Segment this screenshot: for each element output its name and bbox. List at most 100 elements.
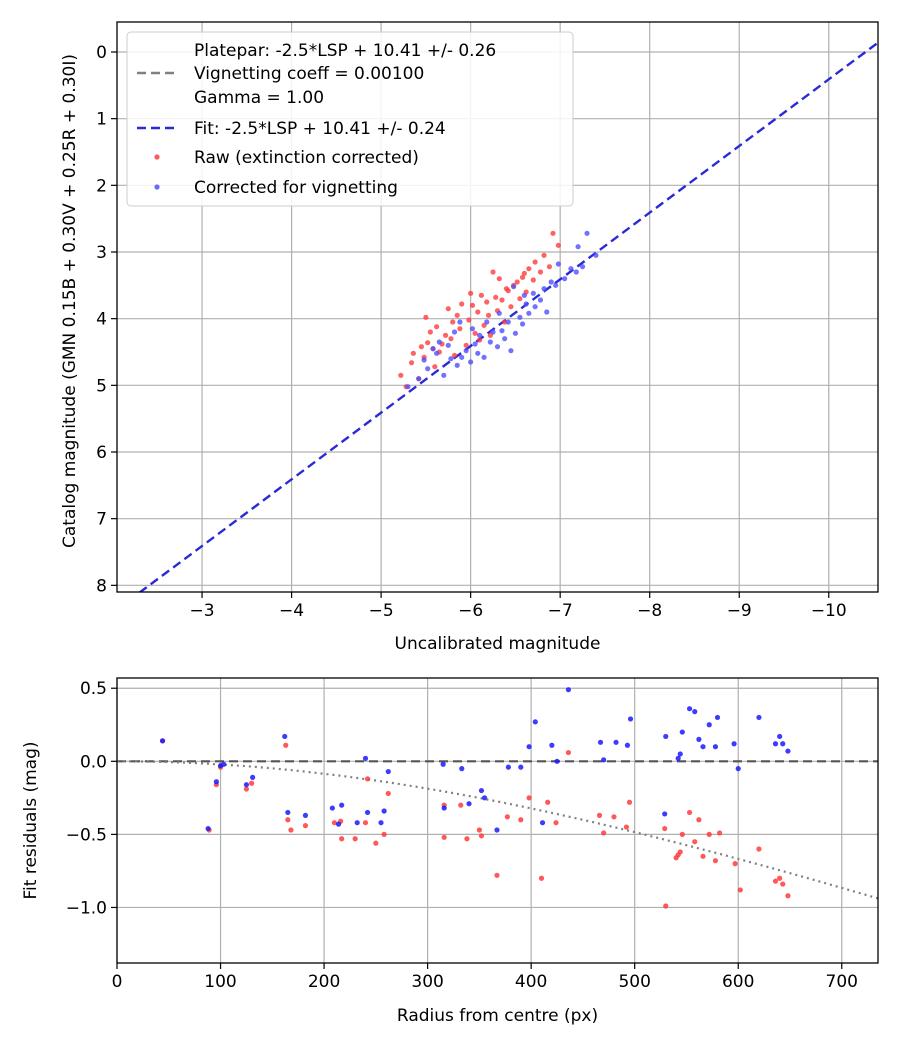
data-point bbox=[213, 779, 219, 785]
data-point bbox=[596, 812, 603, 818]
data-point bbox=[339, 836, 345, 842]
grid-lines bbox=[116, 678, 878, 963]
data-point bbox=[496, 310, 502, 316]
data-point bbox=[499, 297, 505, 303]
data-point bbox=[584, 230, 590, 236]
plot-frame bbox=[116, 21, 879, 593]
data-point bbox=[593, 252, 599, 258]
data-point bbox=[472, 341, 478, 347]
data-point bbox=[463, 348, 469, 354]
data-point bbox=[663, 733, 669, 740]
data-point bbox=[484, 299, 490, 305]
data-point bbox=[532, 259, 538, 265]
data-point bbox=[521, 292, 527, 298]
data-point bbox=[503, 286, 510, 292]
legend-entry: Raw (extinction corrected) bbox=[194, 148, 419, 168]
y-tick-label: 0 bbox=[96, 43, 107, 63]
data-point bbox=[554, 758, 560, 764]
data-point bbox=[677, 849, 683, 855]
data-point bbox=[454, 312, 460, 318]
data-point bbox=[565, 749, 572, 756]
data-point bbox=[502, 319, 508, 325]
data-point bbox=[677, 751, 683, 757]
x-tick-label: −7 bbox=[548, 601, 573, 621]
data-point bbox=[469, 326, 476, 332]
data-point bbox=[485, 312, 492, 318]
data-point bbox=[373, 840, 379, 846]
legend-marker-swatch bbox=[154, 154, 160, 160]
data-point bbox=[521, 270, 527, 276]
data-point bbox=[490, 269, 496, 275]
data-point bbox=[364, 776, 371, 782]
x-tick-label: −3 bbox=[190, 601, 215, 621]
x-axis-label: Uncalibrated magnitude bbox=[395, 634, 601, 654]
data-point bbox=[692, 839, 698, 845]
data-point bbox=[430, 346, 436, 352]
data-point bbox=[352, 836, 358, 842]
data-point bbox=[459, 766, 465, 772]
data-point bbox=[481, 795, 488, 801]
data-point bbox=[362, 755, 369, 761]
data-point bbox=[434, 350, 440, 356]
data-point bbox=[537, 297, 544, 303]
x-tick-label: 200 bbox=[308, 972, 340, 992]
data-point bbox=[548, 279, 554, 285]
data-point bbox=[732, 861, 738, 867]
legend-box bbox=[126, 31, 574, 207]
data-point bbox=[442, 332, 449, 338]
data-point bbox=[494, 827, 500, 833]
data-point bbox=[505, 764, 511, 770]
data-point bbox=[451, 352, 458, 358]
x-tick-label: 700 bbox=[826, 972, 858, 992]
data-point bbox=[478, 292, 484, 298]
y-tick-label: 1 bbox=[96, 110, 107, 130]
legend-entry: Platepar: -2.5*LSP + 10.41 +/- 0.26 bbox=[194, 41, 496, 61]
x-tick-label: −10 bbox=[811, 601, 847, 621]
x-tick-label: 0 bbox=[112, 972, 123, 992]
data-point bbox=[555, 261, 561, 267]
data-point bbox=[601, 757, 607, 763]
data-point bbox=[459, 301, 465, 307]
data-point bbox=[441, 834, 447, 840]
legend-marker-swatch bbox=[154, 184, 160, 190]
y-tick-label: 0.5 bbox=[80, 679, 107, 699]
data-point bbox=[476, 337, 483, 343]
data-point bbox=[288, 827, 294, 833]
data-point bbox=[737, 887, 743, 893]
data-point bbox=[378, 820, 384, 826]
data-point bbox=[335, 821, 342, 827]
data-point bbox=[381, 808, 387, 814]
x-axis-label: Radius from centre (px) bbox=[397, 1006, 598, 1026]
data-point bbox=[454, 362, 460, 368]
data-point bbox=[499, 328, 505, 334]
data-point bbox=[425, 366, 431, 372]
data-point bbox=[448, 336, 454, 342]
x-tick-label: 300 bbox=[411, 972, 443, 992]
data-point bbox=[468, 359, 474, 365]
data-point bbox=[553, 282, 559, 288]
data-point bbox=[679, 729, 685, 735]
data-point bbox=[662, 825, 668, 832]
data-point bbox=[532, 719, 538, 725]
data-point bbox=[441, 372, 447, 378]
data-point bbox=[508, 348, 514, 354]
data-point bbox=[555, 242, 561, 248]
x-tick-label: 600 bbox=[722, 972, 754, 992]
legend: Platepar: -2.5*LSP + 10.41 +/- 0.26 Vigne… bbox=[126, 31, 574, 207]
data-point bbox=[385, 790, 391, 797]
data-point bbox=[478, 787, 485, 794]
x-tick-label: −9 bbox=[727, 601, 752, 621]
data-point bbox=[466, 801, 472, 807]
top-scatter-plot: −3 −4 −5 −6 −7 −8 −9 −10 0 1 2 3 4 5 6 7 8 Uncalibrated m… bbox=[60, 21, 879, 654]
data-point bbox=[716, 830, 723, 836]
data-point bbox=[475, 309, 481, 315]
data-point bbox=[537, 269, 544, 275]
data-point bbox=[562, 276, 568, 282]
data-point bbox=[626, 799, 633, 805]
data-point bbox=[568, 266, 574, 272]
data-point bbox=[457, 319, 463, 325]
data-point bbox=[549, 742, 555, 748]
x-tick-label: 400 bbox=[515, 972, 547, 992]
bottom-residuals-plot: 0 100 200 300 400 500 600 700 0.5 0.0 −0.5 −1.0 Radi… bbox=[21, 677, 879, 1026]
data-point bbox=[475, 350, 481, 356]
